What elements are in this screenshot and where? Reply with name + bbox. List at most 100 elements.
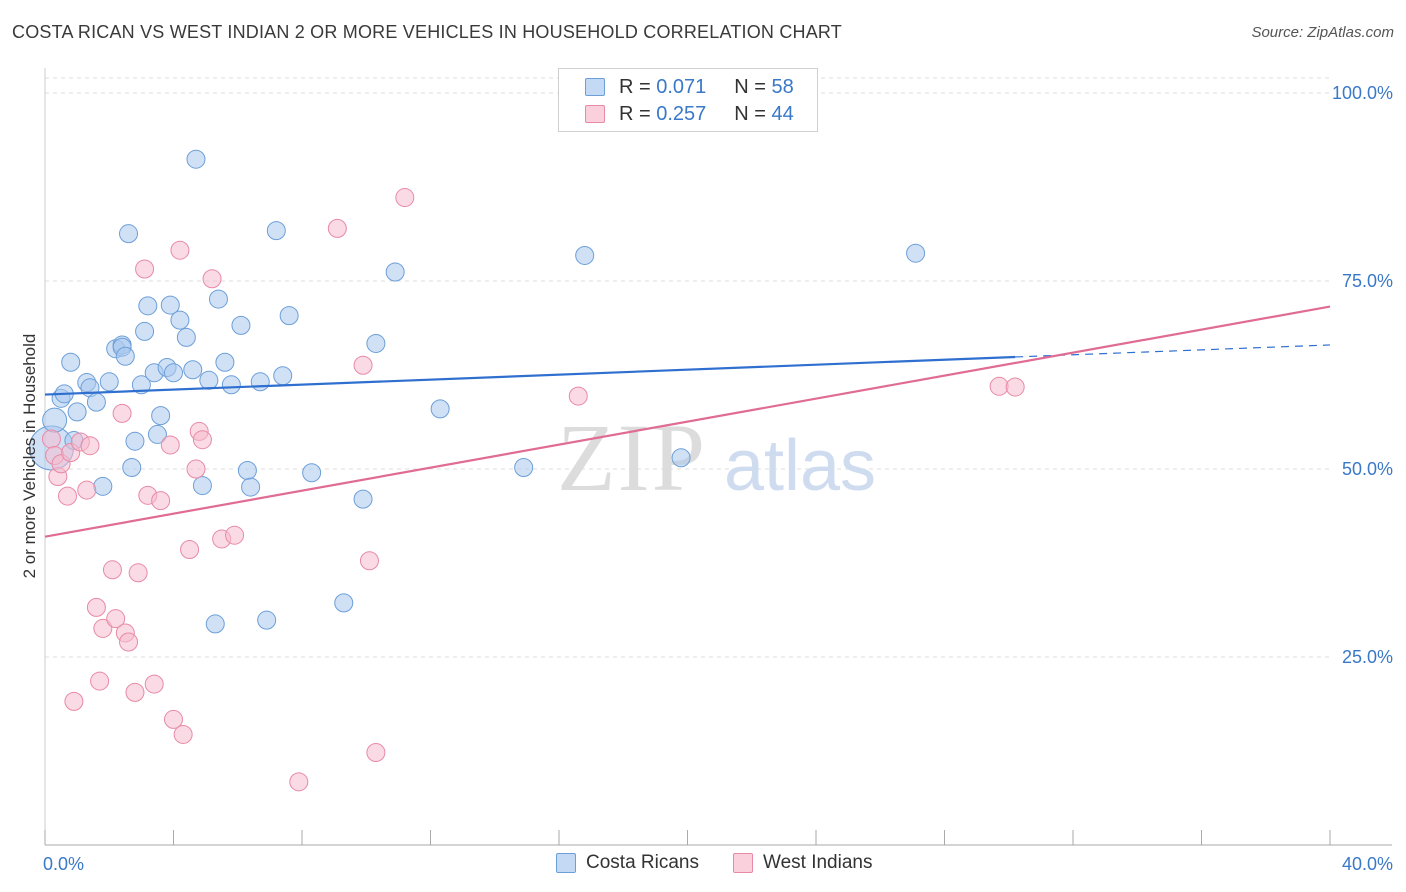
costa-rican-point xyxy=(353,489,373,509)
west-indian-point xyxy=(225,525,245,545)
grid-layer xyxy=(45,77,1330,658)
costa-rican-point xyxy=(366,333,386,353)
axes-layer: 100.0% 75.0% 50.0% 25.0% 0.0% 40.0% xyxy=(43,68,1393,874)
west-indian-point xyxy=(359,551,379,571)
west-indian-point xyxy=(119,632,139,652)
legend-r-value: 0.257 xyxy=(656,102,707,125)
costa-rican-point xyxy=(250,372,270,392)
west-indian-point xyxy=(186,459,206,479)
west-indian-point xyxy=(144,674,164,694)
west-indian-point xyxy=(93,618,113,638)
west-indian-point xyxy=(106,609,126,629)
costa-rican-point xyxy=(215,352,235,372)
costa-rican-point xyxy=(279,306,299,326)
costa-rican-point xyxy=(221,375,241,395)
west-indian-point xyxy=(102,560,122,580)
costa-rican-point xyxy=(385,262,405,282)
west-indian-point xyxy=(170,240,190,260)
costa-rican-point xyxy=(205,614,225,634)
west-indian-point xyxy=(164,709,183,729)
costa-rican-point xyxy=(183,360,203,380)
trend-lines xyxy=(44,305,1331,538)
legend-swatch-pink xyxy=(585,105,605,123)
y-tick-label: 75.0% xyxy=(1342,271,1393,291)
costa-rican-point xyxy=(302,463,322,483)
legend-row-west-indians: R = 0.257 N = 44 xyxy=(585,102,794,126)
costa-rican-point xyxy=(266,221,286,241)
west-indians-trend-line xyxy=(44,305,1331,538)
west-indian-point xyxy=(1005,377,1025,397)
costa-rican-point xyxy=(122,458,142,478)
west-indian-point xyxy=(125,682,145,702)
west-indian-point xyxy=(180,539,200,559)
costa-rican-point xyxy=(164,363,183,383)
west-indian-point xyxy=(64,691,84,711)
costa-rican-point xyxy=(514,458,534,478)
costa-rican-point xyxy=(906,243,926,263)
x-tick-label: 0.0% xyxy=(43,854,84,874)
costa-rican-point xyxy=(273,366,293,386)
costa-rican-point xyxy=(67,402,87,422)
west-indian-point xyxy=(128,563,148,583)
west-indian-point xyxy=(86,597,106,617)
costa-rican-point xyxy=(147,424,167,444)
costa-rican-point xyxy=(119,224,139,244)
west-indian-point xyxy=(173,724,193,744)
west-indian-point xyxy=(90,671,110,691)
costa-rican-point xyxy=(151,406,171,426)
legend-item-costa-ricans[interactable]: Costa Ricans xyxy=(556,852,699,874)
west-indian-point xyxy=(327,218,347,238)
west-indian-point xyxy=(77,480,97,500)
costa-rican-point xyxy=(86,392,106,412)
costa-rican-point xyxy=(671,448,691,468)
west-indian-point xyxy=(366,743,386,763)
costa-rican-point xyxy=(138,296,158,316)
costa-rican-point xyxy=(160,295,180,315)
costa-ricans-points xyxy=(28,149,926,634)
costa-ricans-trend-line xyxy=(44,355,1016,396)
costa-rican-point xyxy=(176,327,196,347)
legend-n-value: 44 xyxy=(771,102,794,125)
west-indian-point xyxy=(192,430,212,450)
chart-title: COSTA RICAN VS WEST INDIAN 2 OR MORE VEH… xyxy=(12,22,842,42)
stats-legend: R = 0.071 N = 58 R = 0.257 N = 44 xyxy=(558,68,818,132)
west-indian-point xyxy=(57,486,77,506)
costa-rican-point xyxy=(170,310,190,330)
west-indians-points xyxy=(41,188,1025,792)
y-tick-label: 50.0% xyxy=(1342,459,1393,479)
legend-swatch-pink xyxy=(733,853,753,873)
west-indian-point xyxy=(41,429,61,449)
west-indian-point xyxy=(395,188,415,208)
legend-swatch-blue xyxy=(585,78,605,96)
costa-rican-point xyxy=(61,352,81,372)
costa-rican-point xyxy=(241,477,261,497)
costa-rican-point xyxy=(430,399,450,419)
watermark-atlas: atlas xyxy=(724,426,876,506)
legend-item-west-indians[interactable]: West Indians xyxy=(733,852,872,874)
costa-rican-point xyxy=(93,476,113,496)
y-tick-label: 25.0% xyxy=(1342,647,1393,667)
costa-rican-point xyxy=(192,476,212,496)
source-label: Source: ZipAtlas.com xyxy=(1251,24,1394,41)
west-indian-point xyxy=(112,403,132,423)
legend-label-west-indians: West Indians xyxy=(763,852,873,873)
costa-rican-point xyxy=(199,370,219,390)
costa-rican-point xyxy=(125,431,145,451)
west-indian-point xyxy=(160,435,180,455)
legend-r-value: 0.071 xyxy=(656,75,707,98)
y-tick-label: 100.0% xyxy=(1332,83,1393,103)
west-indian-point xyxy=(202,269,222,289)
costa-rican-point xyxy=(131,375,151,395)
legend-label-costa-ricans: Costa Ricans xyxy=(586,852,699,873)
legend-n-value: 58 xyxy=(771,75,794,98)
costa-rican-point xyxy=(237,461,257,481)
costa-rican-point xyxy=(186,149,206,169)
costa-rican-point xyxy=(575,245,595,265)
legend-n-label: N = xyxy=(734,102,766,125)
x-tick-label: 40.0% xyxy=(1342,854,1393,874)
legend-row-costa-ricans: R = 0.071 N = 58 xyxy=(585,75,794,99)
costa-rican-point xyxy=(334,593,354,613)
costa-rican-point xyxy=(208,289,228,309)
y-axis-title: 2 or more Vehicles in Household xyxy=(20,334,39,579)
